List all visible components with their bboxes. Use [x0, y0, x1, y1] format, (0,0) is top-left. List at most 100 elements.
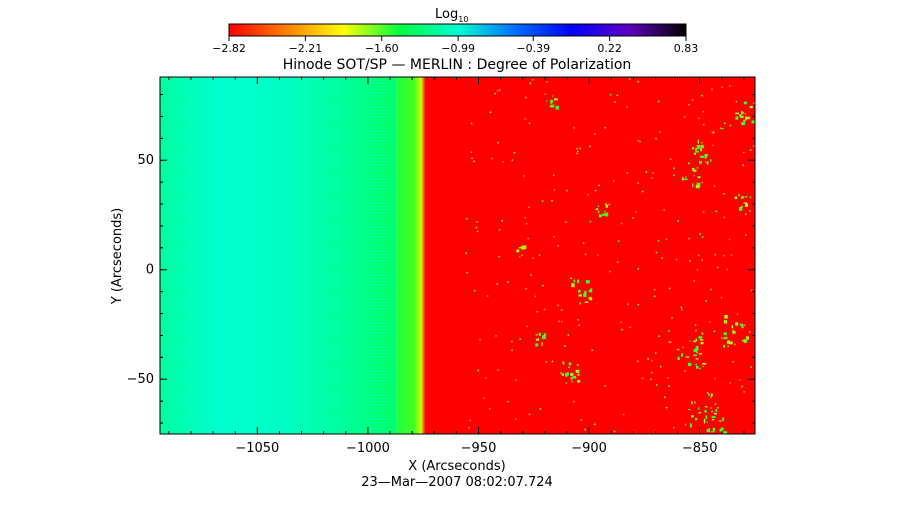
polarization-speck — [656, 384, 658, 386]
polarization-patch — [702, 362, 707, 365]
polarization-patch — [723, 332, 727, 336]
polarization-speck — [650, 378, 652, 381]
streak — [160, 362, 397, 363]
polarization-speck — [641, 377, 644, 380]
polarization-patch — [741, 122, 746, 125]
polarization-patch — [685, 176, 687, 180]
polarization-speck — [470, 151, 473, 153]
polarization-patch — [710, 159, 712, 162]
polarization-speck — [680, 308, 683, 311]
polarization-speck — [713, 131, 715, 133]
polarization-speck — [680, 306, 682, 308]
polarization-speck — [528, 206, 530, 208]
polarization-patch — [725, 435, 729, 437]
polarization-patch — [572, 375, 577, 379]
polarization-patch — [576, 364, 579, 366]
streak — [160, 278, 397, 279]
x-tick-label: −900 — [571, 441, 607, 456]
colorbar-tick-label: 0.83 — [674, 42, 699, 55]
polarization-patch — [751, 120, 755, 124]
streak — [160, 281, 397, 282]
polarization-patch — [701, 332, 704, 335]
y-tick-label: 50 — [137, 153, 154, 168]
streak — [160, 101, 397, 102]
polarization-speck — [694, 324, 697, 326]
polarization-speck — [682, 346, 684, 349]
polarization-speck — [530, 274, 532, 276]
streak — [160, 305, 397, 306]
streak — [160, 263, 397, 264]
streak — [160, 260, 397, 261]
polarization-patch — [732, 329, 734, 331]
polarization-speck — [652, 172, 654, 174]
polarization-speck — [729, 124, 732, 127]
polarization-speck — [577, 319, 579, 321]
polarization-speck — [465, 252, 467, 254]
polarization-patch — [704, 406, 708, 408]
polarization-patch — [716, 434, 718, 435]
polarization-patch — [692, 183, 694, 188]
polarization-speck — [614, 101, 616, 103]
polarization-speck — [697, 349, 699, 351]
polarization-speck — [750, 289, 753, 292]
polarization-patch — [697, 176, 701, 179]
polarization-speck — [468, 426, 470, 429]
polarization-patch — [705, 161, 707, 164]
polarization-speck — [651, 371, 653, 374]
polarization-speck — [621, 328, 623, 331]
polarization-patch — [605, 204, 609, 208]
polarization-speck — [734, 343, 736, 346]
polarization-patch — [586, 280, 590, 284]
polarization-patch — [684, 178, 688, 180]
polarization-speck — [613, 430, 616, 433]
polarization-speck — [720, 337, 723, 339]
polarization-speck — [711, 88, 713, 90]
polarization-speck — [497, 142, 499, 144]
polarization-patch — [685, 356, 690, 358]
polarization-patch — [694, 401, 696, 404]
polarization-speck — [637, 80, 639, 83]
streak — [160, 392, 397, 393]
polarization-patch — [693, 175, 695, 177]
polarization-patch — [729, 341, 733, 345]
streak — [160, 206, 397, 207]
polarization-speck — [543, 308, 546, 311]
polarization-speck — [511, 159, 513, 161]
streak — [160, 239, 397, 240]
polarization-speck — [693, 280, 695, 282]
polarization-patch — [704, 410, 707, 413]
polarization-speck — [591, 349, 593, 352]
polarization-speck — [677, 220, 679, 222]
streak — [160, 272, 397, 273]
polarization-patch — [566, 372, 569, 376]
polarization-speck — [549, 105, 552, 107]
polarization-speck — [527, 237, 529, 240]
polarization-patch — [578, 289, 581, 293]
streak — [160, 170, 397, 171]
polarization-speck — [668, 330, 670, 332]
polarization-speck — [710, 288, 712, 291]
polarization-speck — [702, 123, 705, 126]
polarization-patch — [708, 393, 710, 396]
polarization-speck — [594, 423, 596, 426]
streak — [160, 299, 397, 300]
polarization-patch — [589, 297, 593, 301]
polarization-speck — [604, 127, 606, 129]
polarization-speck — [750, 366, 752, 368]
polarization-patch — [688, 409, 691, 411]
streak — [160, 116, 397, 117]
polarization-speck — [513, 152, 516, 154]
polarization-speck — [483, 397, 485, 399]
polarization-patch — [743, 339, 748, 343]
plot-frame — [159, 76, 756, 435]
polarization-speck — [665, 406, 668, 409]
polarization-speck — [514, 418, 517, 420]
polarization-speck — [553, 174, 555, 177]
polarization-speck — [749, 149, 752, 151]
polarization-patch — [573, 279, 576, 283]
polarization-speck — [696, 269, 699, 271]
colorbar-label-subscript: 10 — [458, 15, 468, 24]
polarization-speck — [573, 127, 575, 129]
polarization-patch — [550, 100, 554, 104]
polarization-patch — [604, 210, 606, 213]
